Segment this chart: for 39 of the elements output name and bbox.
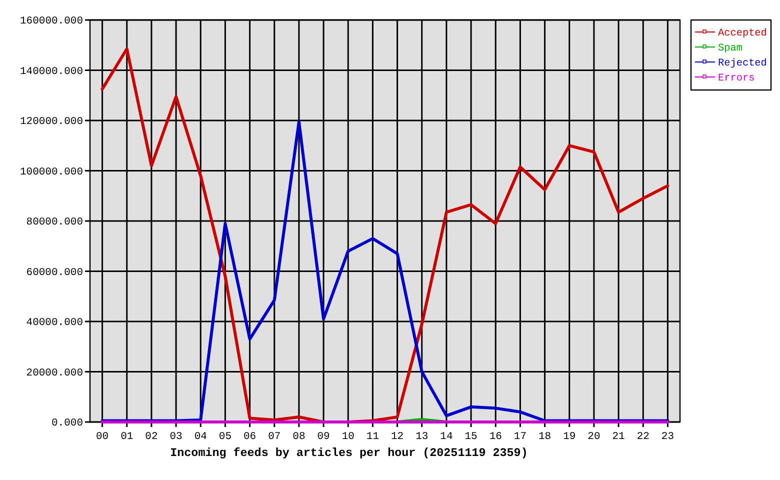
y-tick-label: 40000.000 [26,317,83,330]
x-tick-label: 11 [366,431,380,443]
y-tick-label: 0.000 [51,418,83,430]
x-tick-label: 20 [588,431,600,443]
x-tick-label: 02 [145,431,158,443]
y-tick-label: 140000.000 [20,66,83,78]
x-tick-label: 22 [636,431,650,443]
y-tick-label: 80000.000 [26,216,83,229]
x-tick-label: 04 [194,431,207,443]
x-tick-label: 14 [440,431,453,443]
x-tick-label: 03 [170,431,182,443]
x-tick-label: 16 [489,431,502,443]
x-tick-label: 06 [243,431,256,443]
line-series [100,47,670,424]
x-tick-label: 08 [292,431,306,443]
x-tick-label: 18 [538,431,552,443]
y-tick-label: 120000.000 [20,116,83,128]
x-tick-label: 19 [563,431,576,443]
x-tick-label: 09 [317,431,330,443]
legend-label: Rejected [718,58,767,70]
y-tick-label: 60000.000 [26,266,83,279]
legend-label: Spam [718,44,742,55]
x-tick-label: 12 [390,431,404,443]
x-tick-label: 01 [120,431,134,443]
x-tick-label: 21 [612,431,625,443]
x-tick-label: 13 [416,431,428,443]
x-tick-label: 00 [96,431,109,443]
x-tick-label: 10 [342,431,354,443]
legend-label: Accepted [718,28,767,40]
y-tick-label: 20000.000 [26,367,83,380]
x-tick-label: 15 [464,431,478,443]
x-tick-label: 07 [268,431,281,443]
x-tick-label: 23 [661,431,674,443]
x-tick-label: 05 [218,431,232,443]
y-tick-label: 160000.000 [20,16,83,28]
y-tick-label: 100000.000 [20,166,83,178]
x-tick-label: 17 [514,431,527,443]
legend-label: Errors [718,74,755,85]
x-axis-title: Incoming feeds by articles per hour (20251119 2359) [170,446,528,460]
